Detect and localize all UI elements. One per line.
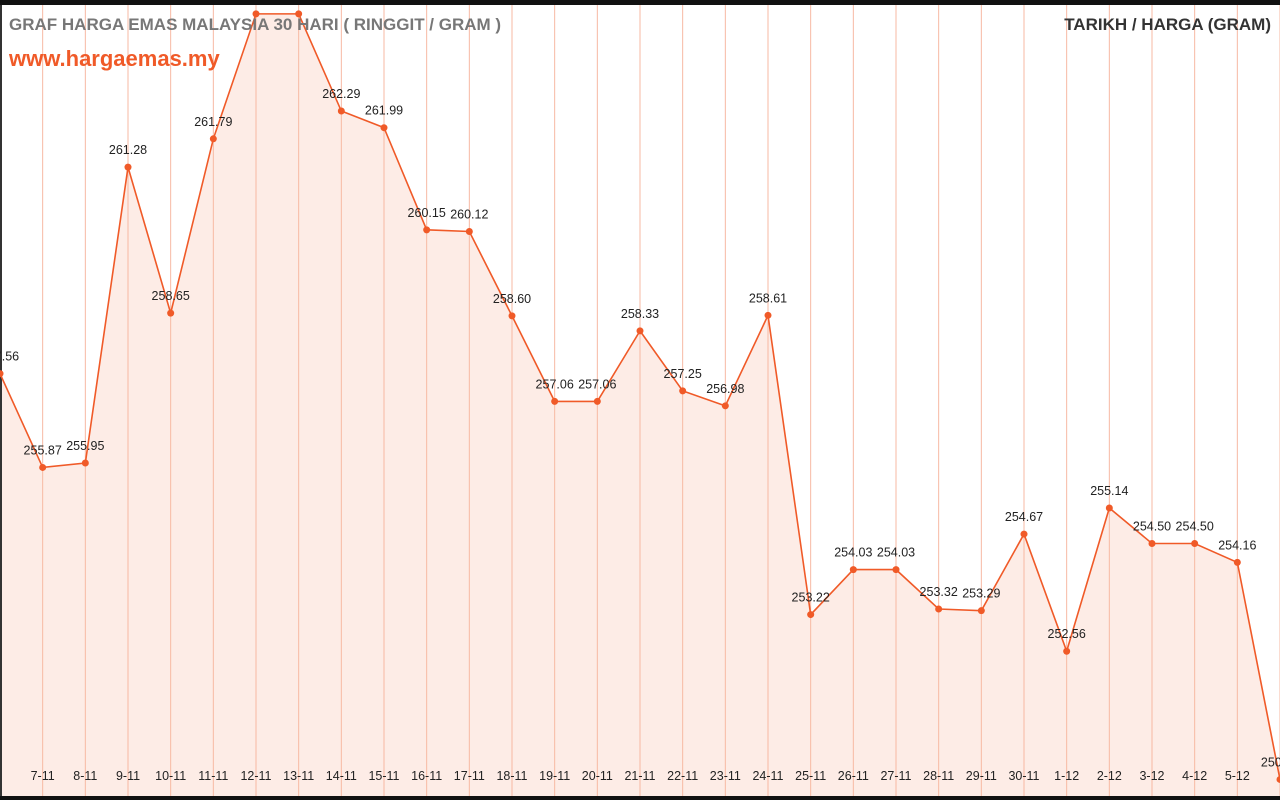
data-point (124, 163, 132, 171)
x-tick-label: 15-11 (368, 769, 399, 783)
data-label: 255.14 (1090, 484, 1128, 498)
x-tick-label: 3-12 (1139, 769, 1164, 783)
x-tick-label: 10-11 (155, 769, 186, 783)
x-tick-label: 12-11 (240, 769, 271, 783)
data-label: 258.61 (749, 291, 787, 305)
data-point (977, 607, 985, 615)
data-label: 254.16 (1218, 538, 1256, 552)
x-tick-label: 7-11 (31, 769, 55, 783)
data-label: 257.25 (664, 367, 702, 381)
x-tick-label: 29-11 (966, 769, 997, 783)
data-label: 261.99 (365, 104, 403, 118)
x-tick-label: 30-11 (1008, 769, 1039, 783)
data-point (1020, 530, 1028, 538)
data-label: 258.60 (493, 292, 531, 306)
data-point (39, 463, 47, 471)
data-label: 254.03 (877, 546, 915, 560)
x-tick-label: 23-11 (710, 769, 741, 783)
x-tick-label: 2-12 (1097, 769, 1122, 783)
data-point (721, 402, 729, 410)
data-label: 255.95 (66, 439, 104, 453)
data-point (807, 611, 815, 619)
data-point (593, 397, 601, 405)
x-tick-label: 16-11 (411, 769, 442, 783)
data-label: 255.87 (24, 443, 62, 457)
x-tick-label: 21-11 (624, 769, 655, 783)
data-point (892, 566, 900, 574)
x-tick-label: 22-11 (667, 769, 698, 783)
data-point (679, 387, 687, 395)
data-label: 256.98 (706, 382, 744, 396)
x-tick-label: 28-11 (923, 769, 954, 783)
data-label: 260.12 (450, 208, 488, 222)
data-point (295, 10, 303, 18)
x-tick-label: 17-11 (454, 769, 485, 783)
site-link[interactable]: www.hargaemas.my (9, 46, 220, 71)
chart-legend: TARIKH / HARGA (GRAM) (1064, 15, 1271, 34)
x-tick-label: 19-11 (539, 769, 570, 783)
data-label: 261.28 (109, 143, 147, 157)
data-label: 253.29 (962, 587, 1000, 601)
data-point (423, 226, 431, 234)
data-point (81, 459, 89, 467)
data-point (1191, 540, 1199, 548)
data-label: 261.79 (194, 115, 232, 129)
data-label: 262.29 (322, 87, 360, 101)
x-tick-label: 1-12 (1054, 769, 1079, 783)
x-tick-label: 18-11 (496, 769, 527, 783)
data-label: 258.65 (152, 289, 190, 303)
data-label: 254.67 (1005, 510, 1043, 524)
data-label: 260.15 (408, 206, 446, 220)
data-point (1233, 558, 1241, 566)
data-point (465, 228, 473, 236)
data-point (508, 312, 516, 320)
data-point (167, 309, 175, 317)
data-point (1148, 540, 1156, 548)
x-tick-label: 8-11 (73, 769, 97, 783)
data-point (0, 370, 4, 378)
top-bar (0, 0, 1280, 5)
bottom-bar (0, 796, 1280, 800)
data-point (849, 566, 857, 574)
data-label: 257.06 (578, 377, 616, 391)
x-tick-label: 20-11 (582, 769, 613, 783)
data-point (636, 327, 644, 335)
data-point (1276, 775, 1280, 783)
x-tick-label: 9-11 (116, 769, 140, 783)
data-point (1063, 647, 1071, 655)
data-point (380, 124, 388, 132)
data-label: 250.25 (1261, 755, 1280, 769)
x-tick-label: 27-11 (880, 769, 911, 783)
data-label: 254.03 (834, 546, 872, 560)
x-tick-label: 14-11 (326, 769, 357, 783)
data-label: 253.22 (792, 591, 830, 605)
data-label: 254.50 (1176, 520, 1214, 534)
data-label: 257.56 (0, 350, 19, 364)
data-label: 252.56 (1048, 627, 1086, 641)
data-point (1105, 504, 1113, 512)
data-label: 257.06 (536, 377, 574, 391)
data-label: 258.33 (621, 307, 659, 321)
x-tick-label: 26-11 (838, 769, 869, 783)
x-tick-label: 13-11 (283, 769, 314, 783)
x-tick-label: 25-11 (795, 769, 826, 783)
x-tick-label: 11-11 (198, 769, 228, 783)
x-tick-label: 4-12 (1182, 769, 1207, 783)
data-label: 253.32 (920, 585, 958, 599)
data-point (337, 107, 345, 115)
data-point (209, 135, 217, 143)
x-tick-label: 24-11 (752, 769, 783, 783)
chart-title: GRAF HARGA EMAS MALAYSIA 30 HARI ( RINGG… (9, 15, 502, 34)
data-label: 254.50 (1133, 520, 1171, 534)
data-point (764, 311, 772, 319)
data-point (551, 397, 559, 405)
data-point (935, 605, 943, 613)
data-point (252, 10, 260, 18)
x-tick-label: 5-12 (1225, 769, 1250, 783)
